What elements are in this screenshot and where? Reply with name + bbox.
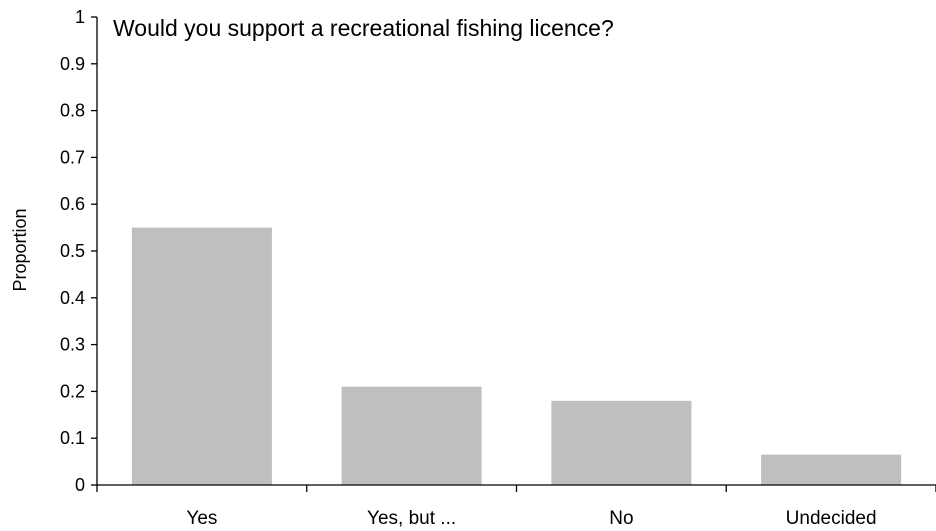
y-tick-label: 0 — [75, 475, 85, 495]
bar-no — [551, 400, 692, 485]
y-tick-label: 0.6 — [60, 194, 85, 214]
y-tick-labels: 0 0.1 0.2 0.3 0.4 0.5 0.6 0.7 0.8 0.9 1 — [60, 7, 85, 495]
y-tick-label: 0.3 — [60, 335, 85, 355]
y-tick-label: 0.7 — [60, 147, 85, 167]
bar-yes-but — [341, 386, 482, 485]
axes-layer — [91, 16, 936, 492]
y-tick-label: 0.5 — [60, 241, 85, 261]
y-axis-label: Proportion — [10, 208, 30, 291]
x-category-label: Yes — [186, 508, 217, 529]
y-tick-label: 0.4 — [60, 288, 85, 308]
y-tick-label: 0.8 — [60, 101, 85, 121]
x-category-labels: Yes Yes, but ... No Undecided — [186, 508, 876, 529]
y-tick-label: 0.9 — [60, 54, 85, 74]
x-category-label: Undecided — [786, 508, 877, 529]
x-category-label: Yes, but ... — [367, 508, 456, 529]
chart-title: Would you support a recreational fishing… — [113, 15, 614, 41]
bar-undecided — [761, 454, 902, 485]
bar-yes — [131, 227, 272, 485]
y-tick-label: 0.1 — [60, 428, 85, 448]
y-tick-label: 0.2 — [60, 381, 85, 401]
y-tick-label: 1 — [75, 7, 85, 27]
bars-layer — [131, 227, 902, 485]
x-category-label: No — [609, 508, 633, 529]
